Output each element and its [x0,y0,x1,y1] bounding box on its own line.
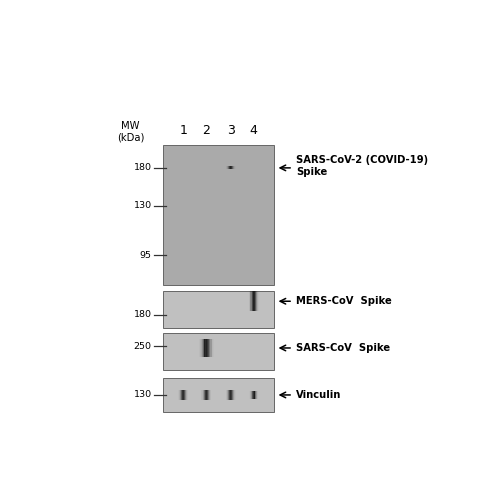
Bar [163,291,274,328]
Text: MW
(kDa): MW (kDa) [116,121,144,143]
Bar [163,144,274,285]
Bar [163,378,274,412]
Text: 95: 95 [140,250,151,260]
Text: 180: 180 [134,310,152,320]
Text: 130: 130 [134,390,152,400]
Text: SARS-CoV  Spike: SARS-CoV Spike [296,343,390,353]
Text: 1: 1 [179,124,187,137]
Text: 4: 4 [250,124,258,137]
Text: MERS-CoV  Spike: MERS-CoV Spike [296,296,392,306]
Text: SARS-CoV-2 (COVID-19)
Spike: SARS-CoV-2 (COVID-19) Spike [296,155,428,177]
Text: Vinculin: Vinculin [296,390,342,400]
Text: 250: 250 [134,342,152,350]
Text: 2: 2 [202,124,210,137]
Text: 130: 130 [134,202,152,210]
Text: 3: 3 [226,124,234,137]
Bar [163,334,274,370]
Text: 180: 180 [134,164,152,172]
